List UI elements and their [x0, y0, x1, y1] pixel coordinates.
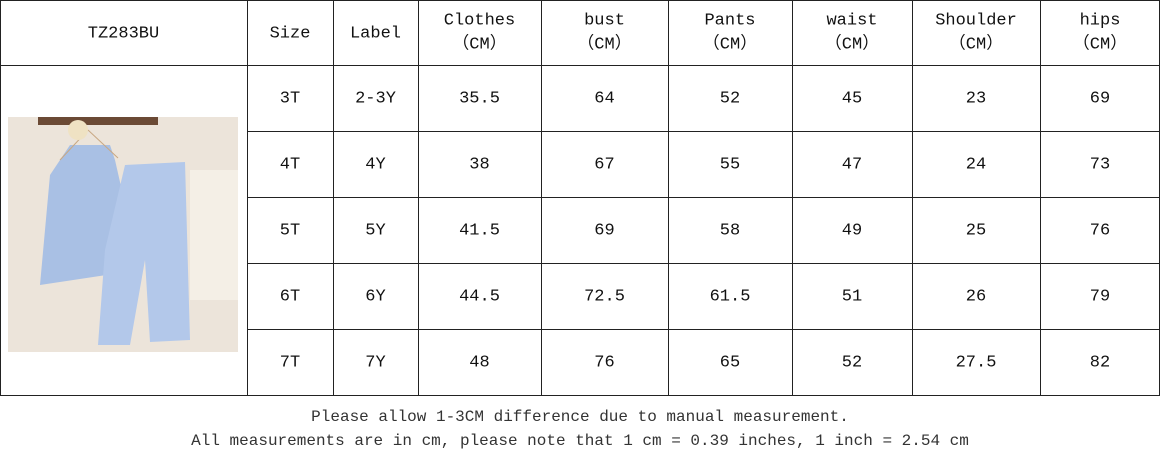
header-cell: （CM）	[703, 33, 757, 54]
table-cell: 52	[842, 353, 862, 372]
table-cell: 25	[966, 221, 986, 240]
table-cell: 72.5	[584, 287, 625, 306]
table-cell: 27.5	[956, 353, 997, 372]
table-cell: 65	[720, 353, 740, 372]
table-cell: 5T	[280, 221, 300, 240]
header-cell: bust	[584, 11, 625, 30]
header-cell: Shoulder	[935, 11, 1017, 30]
table-cell: 38	[469, 155, 489, 174]
table-cell: 49	[842, 221, 862, 240]
note: All measurements are in cm, please note …	[191, 432, 969, 450]
table-cell: 2-3Y	[355, 89, 396, 108]
table-cell: 69	[1090, 89, 1110, 108]
table-cell: 6Y	[365, 287, 385, 306]
table-cell: 73	[1090, 155, 1110, 174]
table-cell: 45	[842, 89, 862, 108]
table-cell: 4T	[280, 155, 300, 174]
table-cell: 51	[842, 287, 862, 306]
table-cell: 35.5	[459, 89, 500, 108]
table-cell: 61.5	[710, 287, 751, 306]
table-cell: 44.5	[459, 287, 500, 306]
table-cell: 48	[469, 353, 489, 372]
table-cell: 52	[720, 89, 740, 108]
header-cell: （CM）	[949, 33, 1003, 54]
header-cell: Label	[350, 24, 401, 43]
table-cell: 76	[1090, 221, 1110, 240]
table-cell: 7Y	[365, 353, 385, 372]
table-cell: 6T	[280, 287, 300, 306]
header-cell: （CM）	[825, 33, 879, 54]
header-cell: Size	[270, 24, 311, 43]
table-cell: 76	[594, 353, 614, 372]
header-cell: hips	[1080, 11, 1121, 30]
table-cell: 24	[966, 155, 986, 174]
table-cell: 4Y	[365, 155, 385, 174]
note: Please allow 1-3CM difference due to man…	[311, 408, 849, 426]
table-cell: 58	[720, 221, 740, 240]
header-cell: （CM）	[452, 33, 506, 54]
table-cell: 47	[842, 155, 862, 174]
header-cell: waist	[826, 11, 877, 30]
table-cell: 7T	[280, 353, 300, 372]
header-cell: Clothes	[444, 11, 515, 30]
table-cell: 3T	[280, 89, 300, 108]
table-cell: 26	[966, 287, 986, 306]
table-cell: 23	[966, 89, 986, 108]
table-cell: 41.5	[459, 221, 500, 240]
table-cell: 55	[720, 155, 740, 174]
table-cell: 5Y	[365, 221, 385, 240]
product-photo	[8, 117, 238, 352]
header-cell: TZ283BU	[88, 24, 159, 43]
table-cell: 79	[1090, 287, 1110, 306]
table-cell: 64	[594, 89, 614, 108]
table-cell: 69	[594, 221, 614, 240]
header-cell: （CM）	[577, 33, 631, 54]
header-cell: Pants	[704, 11, 755, 30]
table-cell: 82	[1090, 353, 1110, 372]
header-cell: （CM）	[1073, 33, 1127, 54]
table-cell: 67	[594, 155, 614, 174]
